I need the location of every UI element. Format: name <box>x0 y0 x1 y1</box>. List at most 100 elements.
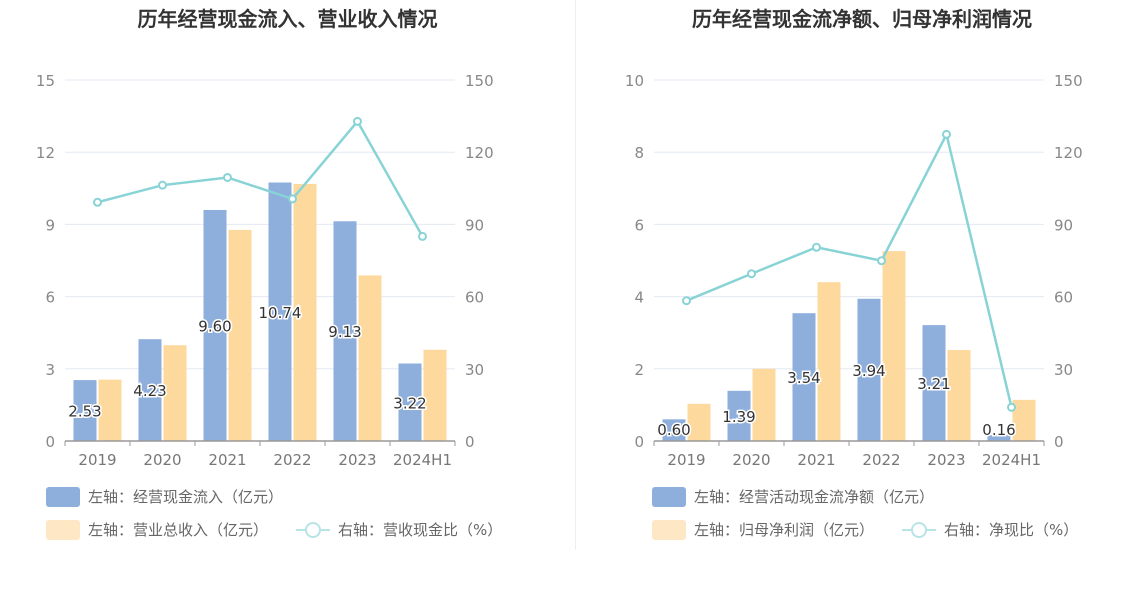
y-tick-label-left: 0 <box>45 433 55 451</box>
x-tick-label: 2022 <box>862 451 900 469</box>
chart-panel-left: 历年经营现金流入、营业收入情况 0 0 3 30 6 60 9 90 12 120 15 150 201… <box>36 7 502 540</box>
legend-item-bar2[interactable]: 左轴：归母净利润（亿元） <box>652 519 874 540</box>
legend-item-line[interactable]: 右轴：营收现金比（%） <box>296 519 502 540</box>
x-tick-label: 2020 <box>143 451 181 469</box>
legend-item-line[interactable]: 右轴：净现比（%） <box>902 519 1078 540</box>
data-label: 10.74 <box>259 304 302 322</box>
y-tick-label-left: 2 <box>634 361 644 379</box>
y-tick-label-right: 90 <box>465 216 484 234</box>
line-point-2022 <box>877 256 886 266</box>
bar-2024H1-series2 <box>423 349 447 441</box>
y-tick-label-right: 60 <box>1054 289 1073 307</box>
legend-label: 左轴：归母净利润（亿元） <box>694 521 875 539</box>
line-point-2023 <box>942 129 951 139</box>
bar-2021-series1 <box>203 209 227 441</box>
bar-2020-series1 <box>138 339 162 441</box>
y-tick-label-left: 12 <box>36 144 55 162</box>
bar-2020-series1 <box>727 390 751 441</box>
bar-2023-series1 <box>333 221 357 441</box>
y-tick-label-right: 30 <box>465 361 484 379</box>
line-point-2022 <box>288 194 297 204</box>
bar-2020-series2 <box>163 345 187 441</box>
line-point-2020 <box>747 269 756 279</box>
bar-2024H1-series1 <box>398 363 422 441</box>
legend-item-bar2[interactable]: 左轴：营业总收入（亿元） <box>46 519 268 540</box>
legend-swatch <box>46 486 80 507</box>
bar-2021-series2 <box>817 282 841 441</box>
bar-2022-series2 <box>882 251 906 441</box>
legend-swatch <box>652 519 686 540</box>
legend-line-icon <box>902 520 936 540</box>
legend-item-bar1[interactable]: 左轴：经营现金流入（亿元） <box>46 486 283 507</box>
legend-label: 左轴：经营活动现金流净额（亿元） <box>694 488 935 506</box>
bar-2022-series1 <box>268 182 292 442</box>
x-tick-label: 2023 <box>927 451 965 469</box>
x-tick-label: 2023 <box>338 451 376 469</box>
data-label: 9.60 <box>198 317 231 335</box>
bar-2019-series1 <box>73 380 97 441</box>
panel-divider <box>575 0 576 550</box>
legend-swatch <box>652 486 686 507</box>
line-point-2019 <box>682 296 691 306</box>
data-label: 3.22 <box>393 394 426 412</box>
line-point-2024H1 <box>1007 402 1016 412</box>
bar-2019-series2 <box>687 403 711 441</box>
y-tick-label-right: 0 <box>1054 433 1064 451</box>
data-label: 9.13 <box>328 323 361 341</box>
data-label: 1.39 <box>722 408 755 426</box>
chart-plot: 0 0 3 30 6 60 9 90 12 120 15 150 2019 2020 2021 2022 202… <box>36 72 494 469</box>
line-series <box>686 130 1013 408</box>
bar-2019-series1 <box>662 419 686 441</box>
y-tick-label-right: 150 <box>1054 72 1083 90</box>
x-tick-label: 2020 <box>732 451 770 469</box>
legend-label: 左轴：营业总收入（亿元） <box>88 521 269 539</box>
bar-2024H1-series2 <box>1012 399 1036 441</box>
bar-2024H1-series1 <box>987 435 1011 441</box>
x-tick-label: 2024H1 <box>393 451 452 469</box>
x-tick-label: 2024H1 <box>982 451 1041 469</box>
bar-2023-series2 <box>947 350 971 441</box>
data-label: 4.23 <box>133 382 166 400</box>
legend-label: 右轴：净现比（%） <box>944 521 1079 539</box>
bar-2021-series2 <box>228 229 252 441</box>
bar-2021-series1 <box>792 313 816 441</box>
y-tick-label-left: 3 <box>45 361 55 379</box>
y-tick-label-right: 150 <box>465 72 494 90</box>
x-tick-label: 2019 <box>78 451 116 469</box>
line-point-2024H1 <box>418 231 427 241</box>
chart-panel-right: 历年经营现金流净额、归母净利润情况 0 0 2 30 4 60 6 90 8 120 10 150 20… <box>577 0 1147 589</box>
legend-label: 左轴：经营现金流入（亿元） <box>88 488 284 506</box>
y-tick-label-left: 8 <box>634 144 644 162</box>
y-tick-label-left: 0 <box>634 433 644 451</box>
y-tick-label-left: 6 <box>45 289 55 307</box>
data-label: 3.94 <box>852 362 885 380</box>
bar-2023-series1 <box>922 325 946 441</box>
y-tick-label-left: 15 <box>36 72 55 90</box>
line-point-2020 <box>158 180 167 190</box>
y-tick-label-right: 60 <box>465 289 484 307</box>
y-tick-label-left: 9 <box>45 216 55 234</box>
x-tick-label: 2021 <box>208 451 246 469</box>
y-tick-label-left: 4 <box>634 289 644 307</box>
data-label: 3.54 <box>787 369 820 387</box>
data-label: 0.60 <box>657 421 690 439</box>
legend-item-bar1[interactable]: 左轴：经营活动现金流净额（亿元） <box>652 486 934 507</box>
x-tick-label: 2019 <box>667 451 705 469</box>
line-point-2023 <box>353 116 362 126</box>
bar-2019-series2 <box>98 379 122 441</box>
legend-swatch <box>46 519 80 540</box>
chart-title: 历年经营现金流净额、归母净利润情况 <box>692 7 1032 31</box>
line-point-2021 <box>812 242 821 252</box>
y-tick-label-right: 120 <box>1054 144 1083 162</box>
bar-2022-series1 <box>857 298 881 441</box>
chart-title: 历年经营现金流入、营业收入情况 <box>137 7 438 31</box>
y-tick-label-right: 30 <box>1054 361 1073 379</box>
chart-plot: 0 0 2 30 4 60 6 90 8 120 10 150 2019 2020 2021 2022 2023… <box>625 72 1083 469</box>
x-tick-label: 2022 <box>273 451 311 469</box>
bar-2023-series2 <box>358 275 382 441</box>
bar-2020-series2 <box>752 368 776 441</box>
y-tick-label-right: 120 <box>465 144 494 162</box>
y-tick-label-left: 6 <box>634 216 644 234</box>
legend-line-icon <box>296 520 330 540</box>
line-point-2021 <box>223 172 232 182</box>
